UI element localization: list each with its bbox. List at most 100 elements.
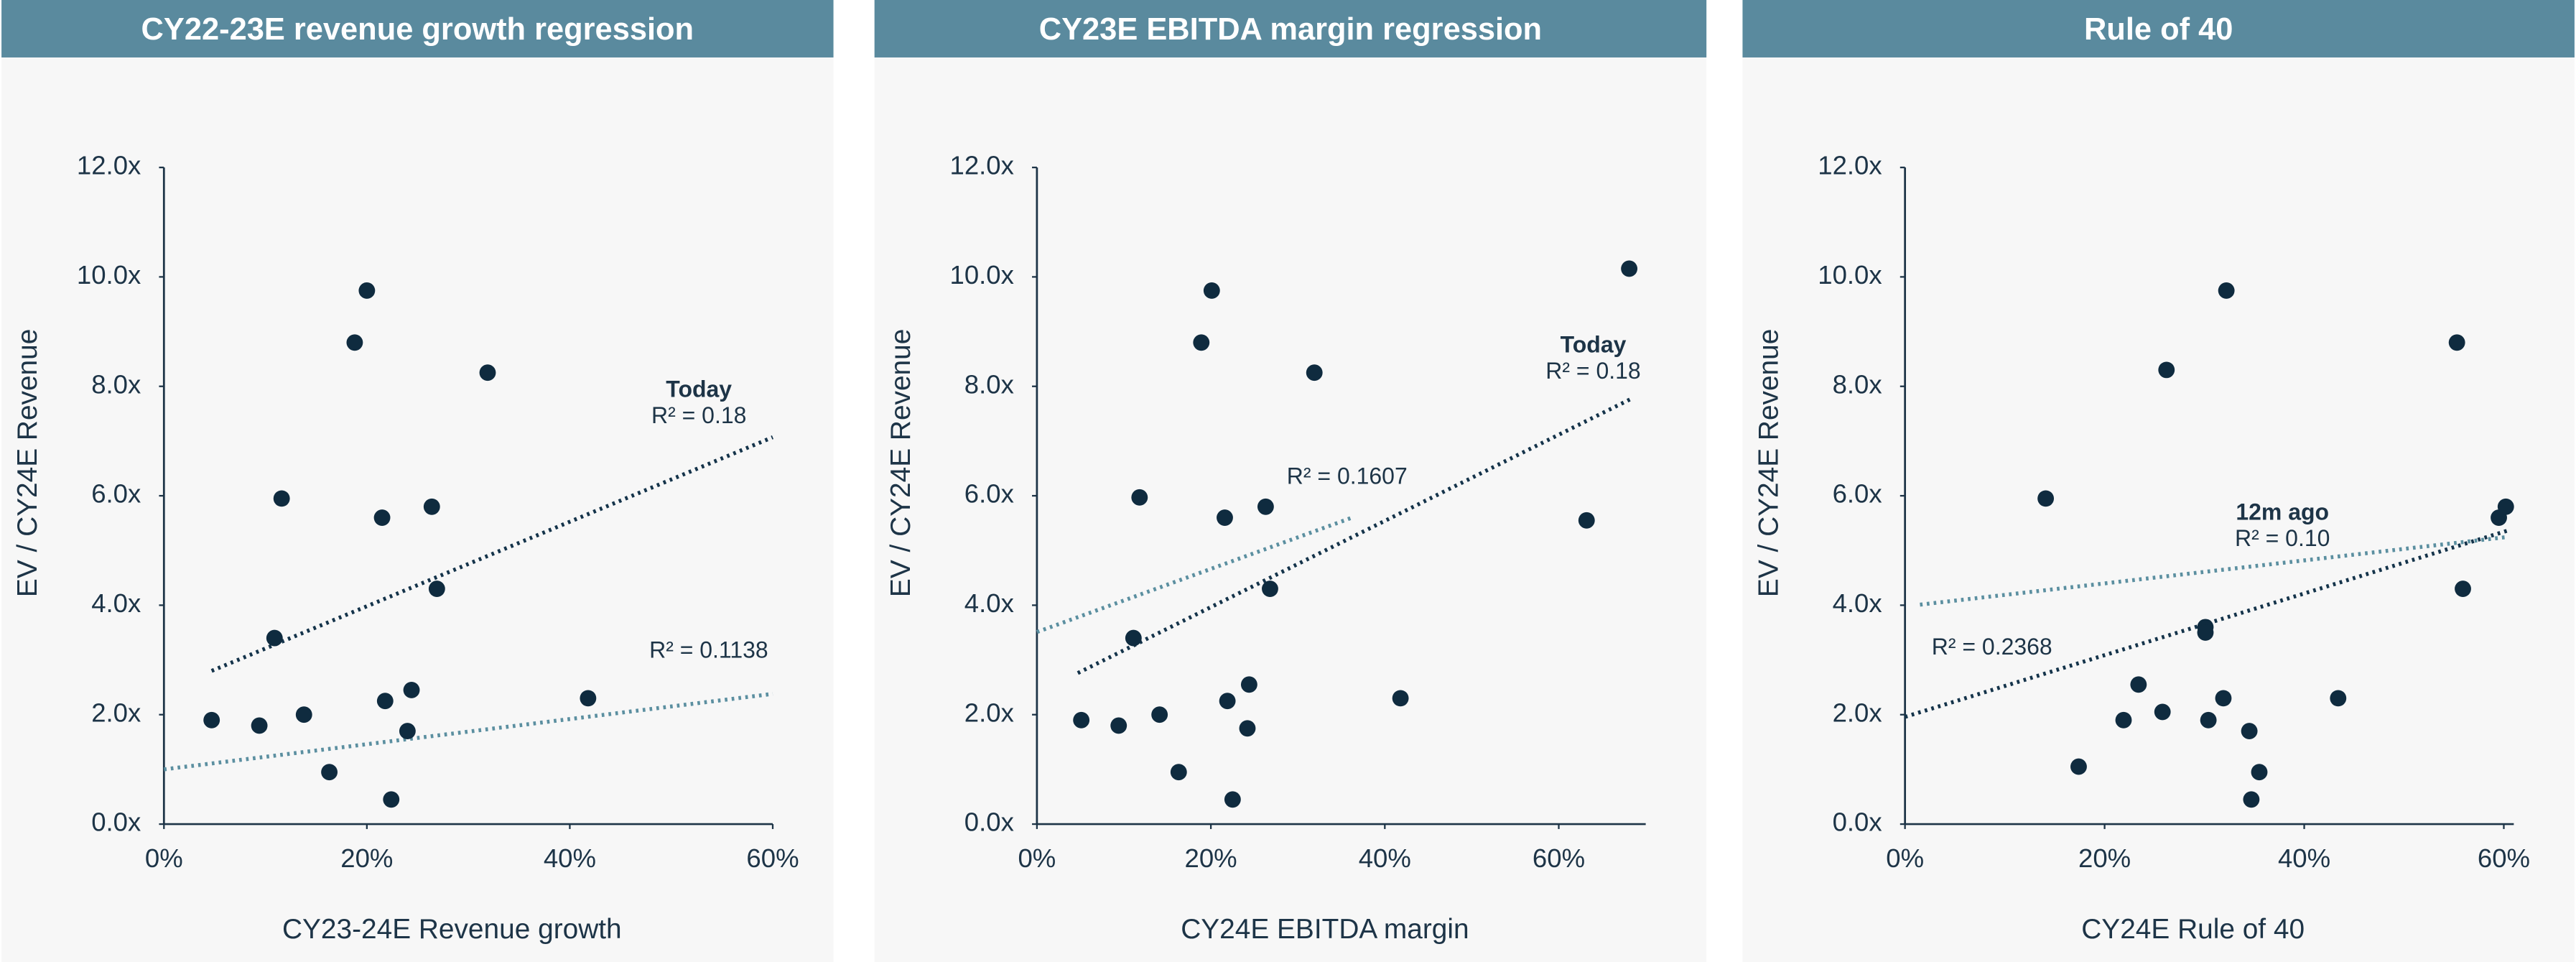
- scatter-point: [2218, 282, 2235, 299]
- panel-background: [874, 57, 1707, 962]
- x-tick-label: 20%: [1185, 843, 1237, 873]
- annotation: R² = 0.10: [2235, 525, 2330, 551]
- scatter-point: [1203, 282, 1220, 299]
- scatter-point: [1578, 512, 1595, 529]
- scatter-point: [580, 690, 597, 707]
- y-tick-label: 12.0x: [1818, 151, 1882, 180]
- annotation: Today: [1561, 332, 1627, 358]
- y-tick-label: 0.0x: [964, 808, 1014, 837]
- scatter-point: [2448, 334, 2465, 351]
- scatter-point: [2130, 676, 2147, 693]
- y-axis-title: EV / CY24E Revenue: [1754, 329, 1785, 597]
- x-tick-label: 40%: [1359, 843, 1411, 873]
- scatter-point: [1219, 693, 1236, 710]
- scatter-point: [403, 682, 420, 698]
- y-tick-label: 4.0x: [964, 588, 1014, 618]
- x-tick-label: 0%: [1018, 843, 1056, 873]
- panel-background: [1742, 57, 2575, 962]
- scatter-point: [2243, 791, 2260, 808]
- scatter-point: [2070, 758, 2087, 775]
- x-axis-title: CY24E Rule of 40: [2081, 914, 2305, 945]
- scatter-point: [1306, 364, 1323, 381]
- y-tick-label: 4.0x: [91, 588, 141, 618]
- scatter-point: [1193, 334, 1210, 351]
- scatter-point: [358, 282, 376, 299]
- x-tick-label: 0%: [1886, 843, 1924, 873]
- scatter-point: [1151, 706, 1168, 723]
- scatter-point: [2455, 581, 2471, 597]
- y-tick-label: 10.0x: [1818, 260, 1882, 290]
- scatter-point: [1239, 720, 1256, 737]
- scatter-point: [2241, 723, 2258, 740]
- scatter-point: [1262, 581, 1278, 597]
- y-axis-title: EV / CY24E Revenue: [12, 329, 43, 597]
- scatter-point: [428, 581, 445, 597]
- scatter-point: [273, 490, 290, 507]
- scatter-point: [1621, 260, 1638, 277]
- scatter-point: [1392, 690, 1409, 707]
- panel-header: [874, 0, 1707, 57]
- x-tick-label: 20%: [340, 843, 393, 873]
- scatter-point: [2251, 764, 2268, 781]
- y-tick-label: 2.0x: [91, 698, 141, 727]
- annotation: 12m ago: [2236, 499, 2329, 525]
- trendline: [163, 692, 773, 772]
- chart-panel: CY22-23E revenue growth regression 0.0x 2.…: [1, 0, 834, 962]
- scatter-point: [2497, 498, 2514, 515]
- y-tick-label: 6.0x: [964, 479, 1014, 509]
- scatter-point: [1240, 676, 1257, 693]
- x-tick-label: 60%: [746, 843, 799, 873]
- scatter-point: [2115, 711, 2132, 729]
- y-tick-label: 12.0x: [77, 151, 141, 180]
- scatter-point: [295, 706, 312, 723]
- annotation: R² = 0.18: [1545, 358, 1640, 384]
- scatter-point: [1125, 629, 1142, 647]
- x-tick-label: 40%: [2278, 843, 2330, 873]
- chart-title: CY22-23E revenue growth regression: [141, 12, 694, 47]
- y-tick-label: 10.0x: [950, 260, 1014, 290]
- trendline: [210, 435, 774, 673]
- trendline: [1036, 515, 1354, 634]
- scatter-point: [2200, 711, 2217, 729]
- chart-panel: CY23E EBITDA margin regression 0.0x 2.0x 4.…: [874, 0, 1707, 962]
- trendline: [1904, 528, 2510, 719]
- x-tick-label: 20%: [2078, 843, 2131, 873]
- x-tick-label: 60%: [1533, 843, 1585, 873]
- x-axis-title: CY24E EBITDA margin: [1181, 914, 1469, 945]
- scatter-point: [251, 717, 268, 734]
- y-tick-label: 8.0x: [964, 369, 1014, 399]
- chart-title: CY23E EBITDA margin regression: [1039, 12, 1542, 47]
- scatter-point: [321, 764, 338, 781]
- scatter-point: [1073, 711, 1090, 729]
- annotation: R² = 0.1607: [1287, 463, 1408, 489]
- trendline: [1920, 535, 2509, 607]
- y-tick-label: 10.0x: [77, 260, 141, 290]
- y-tick-label: 4.0x: [1833, 588, 1882, 618]
- x-tick-label: 0%: [145, 843, 183, 873]
- scatter-point: [1110, 717, 1127, 734]
- x-tick-label: 60%: [2478, 843, 2530, 873]
- scatter-point: [2215, 690, 2232, 707]
- panel-header: [1, 0, 834, 57]
- x-axis-title: CY23-24E Revenue growth: [282, 914, 622, 945]
- y-tick-label: 8.0x: [91, 369, 141, 399]
- annotation: R² = 0.1138: [649, 637, 768, 663]
- y-tick-label: 2.0x: [964, 698, 1014, 727]
- scatter-point: [346, 334, 363, 351]
- scatter-point: [1131, 489, 1148, 506]
- scatter-point: [423, 498, 440, 515]
- scatter-point: [479, 364, 496, 381]
- y-tick-label: 12.0x: [950, 151, 1014, 180]
- scatter-point: [376, 693, 394, 710]
- scatter-point: [2158, 361, 2175, 379]
- y-axis-title: EV / CY24E Revenue: [885, 329, 916, 597]
- y-tick-label: 8.0x: [1833, 369, 1882, 399]
- scatter-point: [2197, 624, 2214, 641]
- scatter-point: [383, 791, 400, 808]
- annotation: R² = 0.2368: [1932, 634, 2052, 660]
- annotation: Today: [666, 376, 732, 402]
- y-tick-label: 6.0x: [1833, 479, 1882, 509]
- y-tick-label: 0.0x: [1833, 808, 1882, 837]
